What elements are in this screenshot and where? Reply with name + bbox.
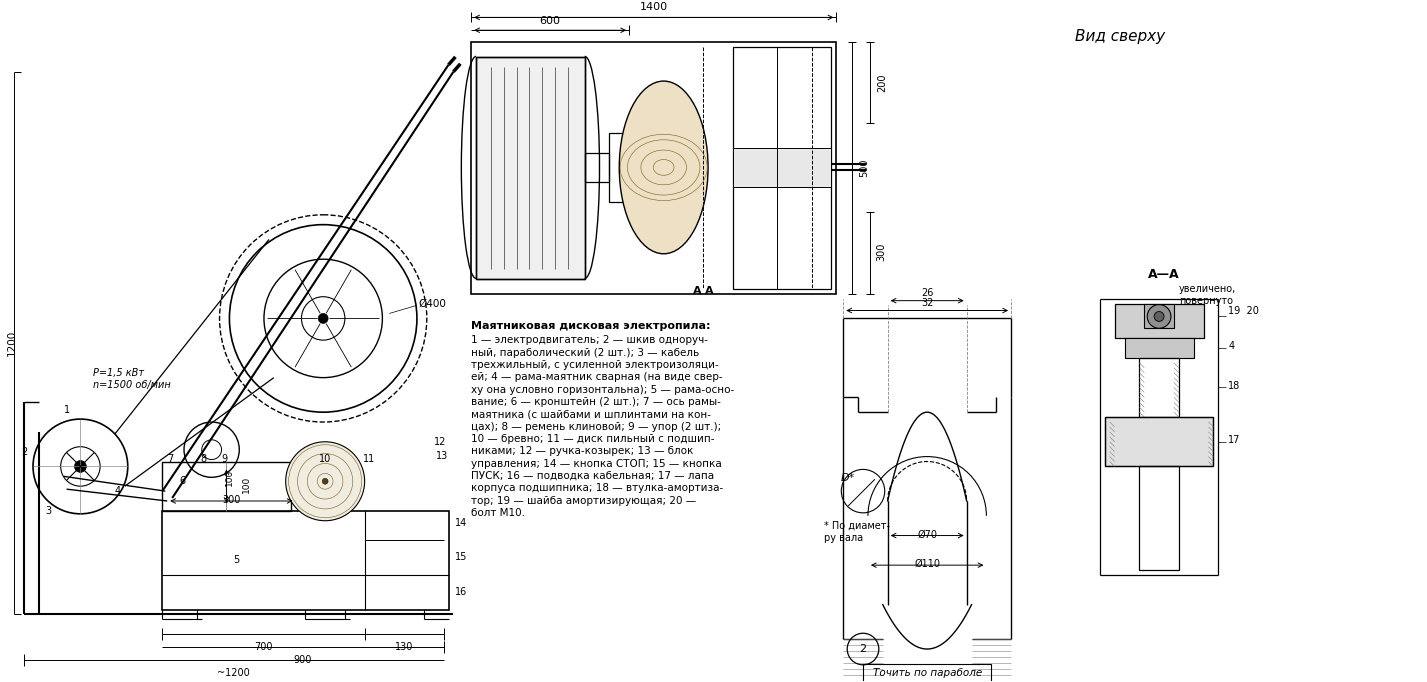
Bar — [477, 57, 585, 279]
Bar — [585, 153, 609, 182]
Bar — [732, 148, 832, 187]
Text: Вид сверху: Вид сверху — [1075, 29, 1166, 44]
Text: 300: 300 — [223, 495, 241, 505]
Text: ~1200: ~1200 — [217, 668, 250, 678]
Text: 13: 13 — [435, 451, 448, 460]
Text: 100: 100 — [241, 475, 251, 493]
Text: 11: 11 — [364, 454, 375, 464]
Text: 12: 12 — [434, 436, 447, 447]
Text: 14: 14 — [455, 518, 468, 528]
Text: 6: 6 — [178, 476, 186, 486]
Bar — [471, 42, 836, 294]
Bar — [1139, 358, 1179, 417]
Text: 5: 5 — [233, 555, 240, 565]
Text: управления; 14 — кнопка СТОП; 15 — кнопка: управления; 14 — кнопка СТОП; 15 — кнопк… — [471, 458, 722, 469]
Text: ПУСК; 16 — подводка кабельная; 17 — лапа: ПУСК; 16 — подводка кабельная; 17 — лапа — [471, 471, 715, 481]
Text: 26: 26 — [920, 288, 933, 297]
Text: тор; 19 — шайба амортизирующая; 20 —: тор; 19 — шайба амортизирующая; 20 — — [471, 496, 696, 505]
Text: 8: 8 — [201, 454, 207, 464]
Text: 18: 18 — [1229, 381, 1240, 391]
Ellipse shape — [619, 81, 708, 254]
Text: 9: 9 — [221, 454, 227, 464]
Text: 4: 4 — [114, 486, 121, 496]
Text: вание; 6 — кронштейн (2 шт.); 7 — ось рамы-: вание; 6 — кронштейн (2 шт.); 7 — ось ра… — [471, 397, 721, 407]
Bar — [163, 511, 448, 610]
Text: 1: 1 — [64, 405, 70, 415]
Text: 900: 900 — [294, 655, 311, 665]
Text: 32: 32 — [920, 297, 933, 308]
Bar — [863, 664, 992, 681]
Text: 200: 200 — [876, 73, 886, 92]
Circle shape — [318, 314, 328, 323]
Text: A: A — [705, 286, 714, 296]
Text: 16: 16 — [455, 587, 468, 597]
Text: повернуто: повернуто — [1179, 296, 1233, 306]
Text: ру вала: ру вала — [823, 533, 863, 542]
Bar — [609, 133, 688, 202]
Text: Маятниковая дисковая электропила:: Маятниковая дисковая электропила: — [471, 321, 711, 331]
Text: 4: 4 — [1229, 341, 1234, 351]
Bar — [1144, 303, 1174, 328]
Text: 1400: 1400 — [639, 3, 668, 12]
Text: 130: 130 — [395, 642, 414, 652]
Text: трехжильный, с усиленной электроизоляци-: трехжильный, с усиленной электроизоляци- — [471, 360, 719, 370]
Text: 15: 15 — [455, 552, 468, 562]
Text: P=1,5 кВт: P=1,5 кВт — [93, 368, 144, 378]
Circle shape — [323, 478, 328, 484]
Text: A—A: A—A — [1149, 267, 1180, 280]
Text: 2: 2 — [859, 644, 866, 654]
Text: 700: 700 — [254, 642, 273, 652]
Text: 10 — бревно; 11 — диск пильный с подшип-: 10 — бревно; 11 — диск пильный с подшип- — [471, 434, 715, 444]
Bar — [1124, 338, 1193, 358]
Text: 2: 2 — [21, 447, 27, 457]
Text: Ø70: Ø70 — [918, 529, 938, 539]
Text: 10: 10 — [320, 454, 331, 464]
Text: 100: 100 — [225, 469, 234, 486]
Bar — [477, 57, 585, 279]
Text: 600: 600 — [539, 16, 561, 27]
Text: 17: 17 — [1229, 435, 1240, 445]
Text: * По диамет-: * По диамет- — [823, 520, 889, 531]
Text: цах); 8 — ремень клиновой; 9 — упор (2 шт.);: цах); 8 — ремень клиновой; 9 — упор (2 ш… — [471, 421, 722, 432]
Text: 500: 500 — [859, 158, 869, 177]
Text: 7: 7 — [167, 454, 173, 464]
Text: 19  20: 19 20 — [1229, 306, 1259, 316]
Text: ный, параболический (2 шт.); 3 — кабель: ный, параболический (2 шт.); 3 — кабель — [471, 348, 699, 357]
Text: 1200: 1200 — [7, 330, 17, 356]
Bar — [1139, 466, 1179, 570]
Circle shape — [285, 442, 365, 521]
Text: никами; 12 — ручка-козырек; 13 — блок: никами; 12 — ручка-козырек; 13 — блок — [471, 446, 694, 456]
Text: 1 — электродвигатель; 2 — шкив одноруч-: 1 — электродвигатель; 2 — шкив одноруч- — [471, 335, 708, 345]
Text: Ø400: Ø400 — [420, 299, 447, 309]
Text: ху она условно горизонтальна); 5 — рама-осно-: ху она условно горизонтальна); 5 — рама-… — [471, 385, 735, 395]
Circle shape — [1147, 305, 1172, 328]
Circle shape — [74, 460, 86, 473]
Bar — [732, 47, 832, 288]
Circle shape — [1154, 312, 1164, 321]
Bar — [1104, 417, 1213, 466]
Text: маятника (с шайбами и шплинтами на кон-: маятника (с шайбами и шплинтами на кон- — [471, 409, 711, 419]
Text: D*: D* — [841, 473, 855, 484]
Text: ей; 4 — рама-маятник сварная (на виде свер-: ей; 4 — рама-маятник сварная (на виде св… — [471, 372, 723, 382]
Bar — [1104, 417, 1213, 466]
Text: n=1500 об/мин: n=1500 об/мин — [93, 380, 171, 389]
Bar — [1114, 303, 1203, 338]
Text: 3: 3 — [46, 506, 51, 516]
Text: увеличено,: увеличено, — [1179, 284, 1236, 294]
Text: 300: 300 — [876, 243, 886, 261]
Bar — [163, 462, 291, 511]
Text: Ø110: Ø110 — [915, 559, 940, 569]
Text: корпуса подшипника; 18 — втулка-амортиза-: корпуса подшипника; 18 — втулка-амортиза… — [471, 484, 723, 493]
Text: Точить по параболе: Точить по параболе — [872, 668, 982, 678]
Text: болт М10.: болт М10. — [471, 508, 525, 518]
Text: A: A — [694, 286, 702, 296]
